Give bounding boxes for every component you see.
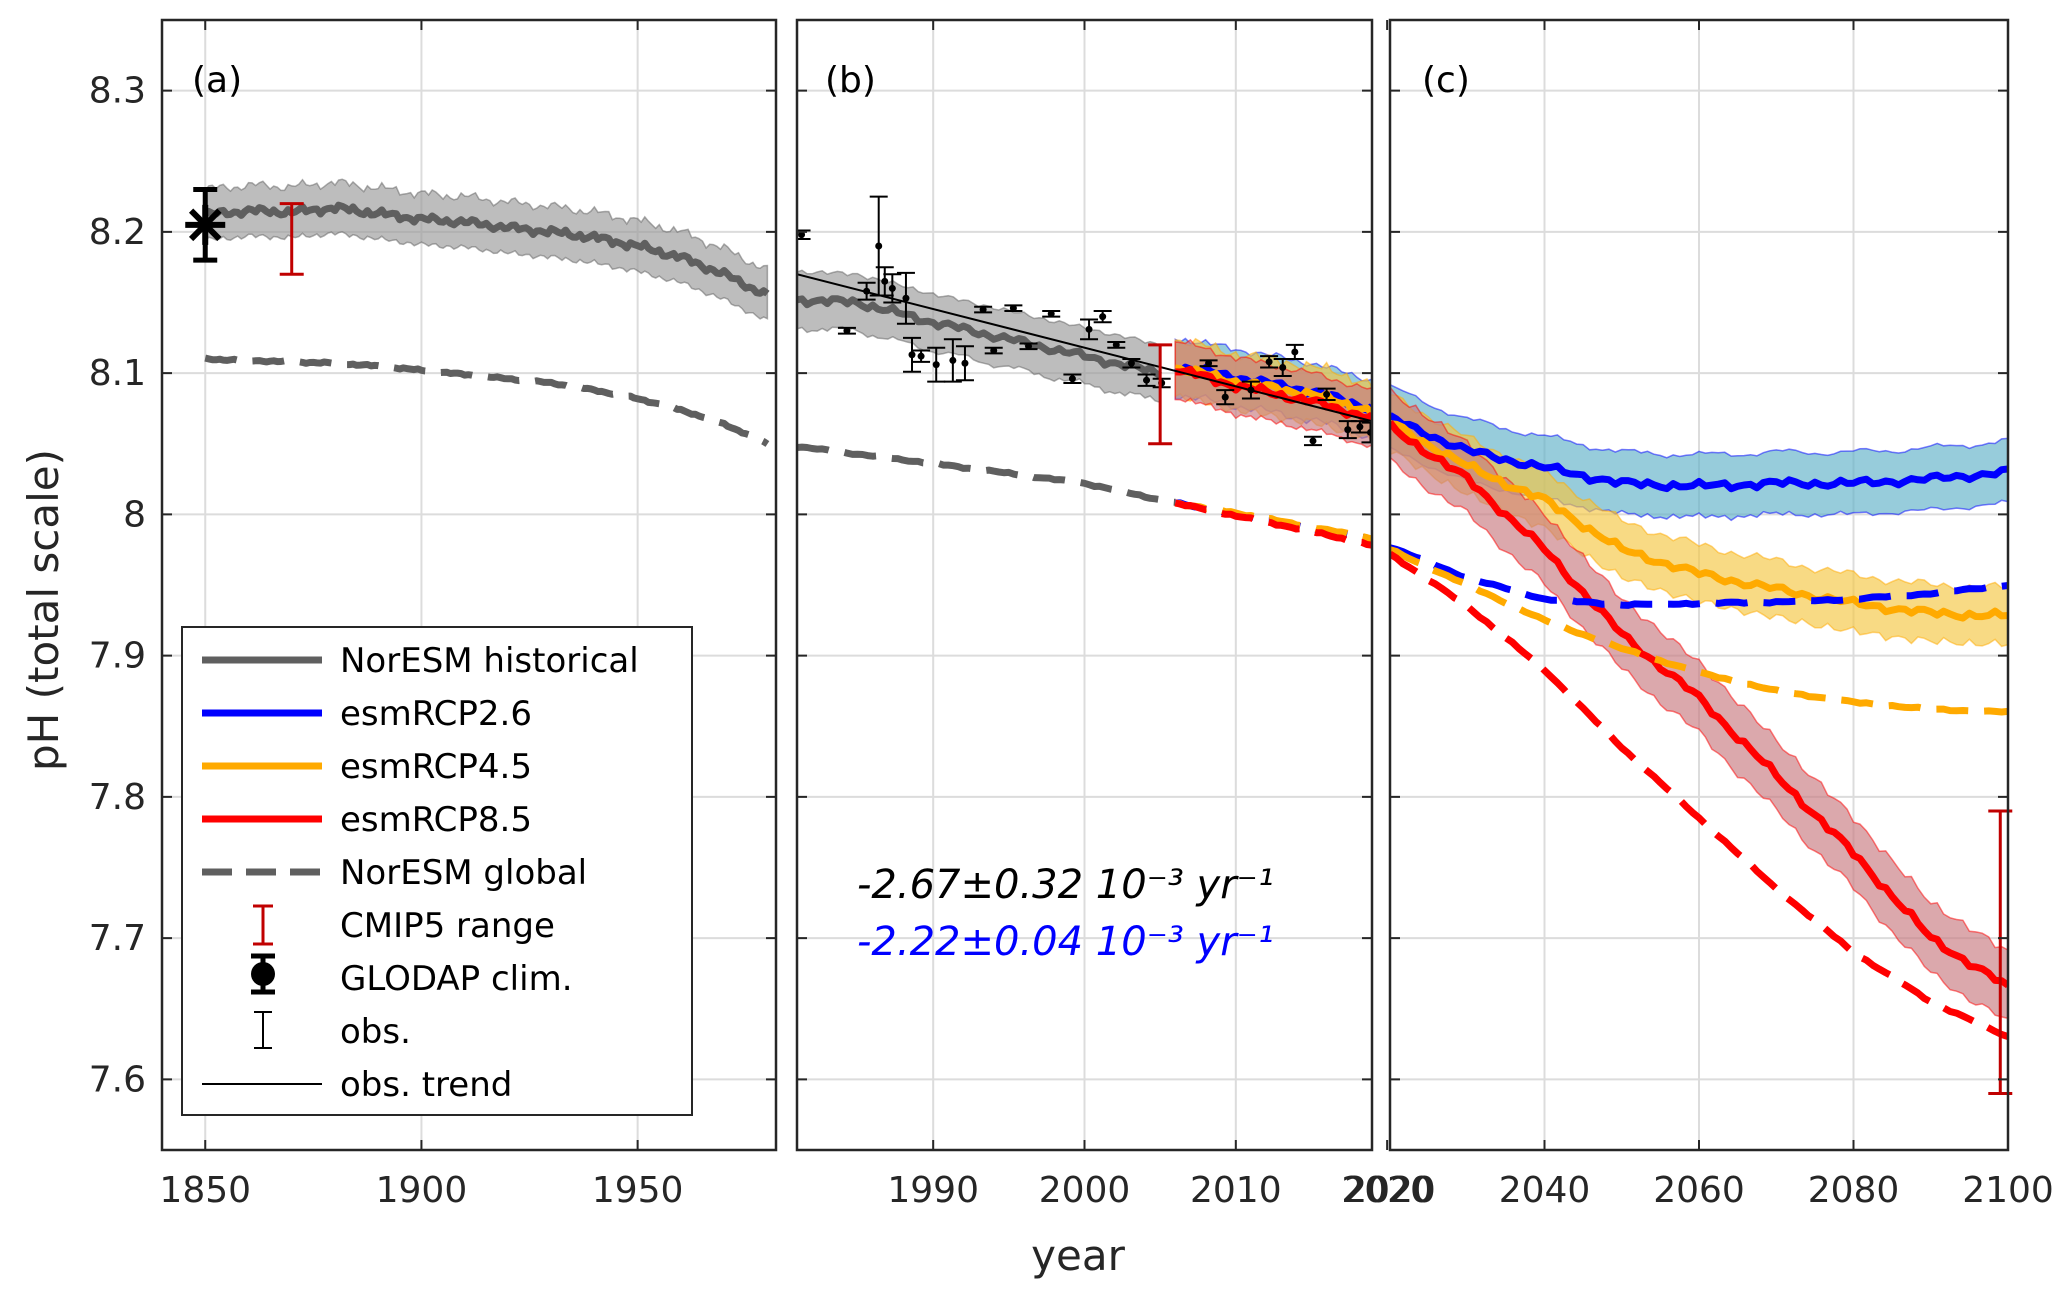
trend-annotation-model: -2.22±0.04 10⁻³ yr⁻¹ (857, 919, 1274, 965)
panel-b-obs-point (1344, 426, 1352, 434)
panel-b-obs-point (1047, 310, 1055, 318)
panel-b-label: (b) (825, 60, 876, 101)
legend-label-trend: obs. trend (340, 1065, 512, 1105)
panel-b-obs-point (1265, 358, 1273, 366)
y-axis-title: pH (total scale) (19, 449, 68, 771)
panel-a-plot-area (202, 178, 770, 447)
panel-c-plot-area (1390, 383, 2008, 1040)
panel-b-obs-point (1205, 359, 1213, 367)
panel-b-obs-point (1221, 393, 1229, 401)
panel-a-glodap-marker (188, 208, 222, 242)
panel-a-x-tick-label: 1950 (592, 1170, 684, 1211)
panel-b-obs-point (1112, 341, 1120, 349)
panel-b-obs-point (949, 356, 957, 364)
panel-a-label: (a) (192, 60, 242, 101)
panel-b-obs-point (1127, 359, 1135, 367)
panel-c-x-tick-label: 2040 (1499, 1170, 1591, 1211)
panel-a-x-tick-label: 1850 (159, 1170, 251, 1211)
panel-b-obs-point (1309, 437, 1317, 445)
panel-b-obs-point (1068, 375, 1076, 383)
legend-label-rcp45: esmRCP4.5 (340, 747, 532, 787)
panel-b-x-tick-label: 2010 (1190, 1170, 1282, 1211)
panel-b-obs-point (1366, 428, 1372, 436)
legend-label-obs: obs. (340, 1012, 411, 1052)
y-tick-label: 7.6 (89, 1059, 146, 1100)
y-tick-label: 8.2 (89, 212, 146, 253)
panel-b-obs-point (908, 351, 916, 359)
legend-label-rcp26: esmRCP2.6 (340, 694, 532, 734)
legend: NorESM historical esmRCP2.6 esmRCP4.5 es… (181, 626, 693, 1116)
legend-label-cmip5: CMIP5 range (340, 906, 555, 946)
panel-c-frame (1388, 18, 2010, 1152)
panel-b-obs-point (990, 347, 998, 355)
panel-b-obs-point (881, 277, 889, 285)
panel-c-series-noresm-global-rcp2-6 (1390, 544, 2008, 609)
panel-a-frame (160, 18, 778, 1152)
panel-a-series-noresm-historical (202, 201, 770, 297)
panel-b-x-tick-label: 2020 (1341, 1170, 1433, 1211)
panel-c-x-tick-label: 2060 (1653, 1170, 1745, 1211)
panel-b-obs-point (1025, 342, 1033, 350)
panel-b-obs-point (1099, 313, 1107, 321)
panel-b-obs-point (1323, 390, 1331, 398)
x-axis-title: year (1031, 1231, 1125, 1280)
panel-b-obs-point (875, 242, 883, 250)
panel-b-series-noresm-global-rcp4-5 (1174, 499, 1372, 543)
legend-label-global: NorESM global (340, 853, 587, 893)
panel-b-obs-point (979, 306, 987, 314)
legend-label-glodap: GLODAP clim. (340, 959, 573, 999)
panel-b-x-tick-label: 1990 (887, 1170, 979, 1211)
panel-b-obs-point (1279, 363, 1287, 371)
panel-b-obs-point (932, 361, 940, 369)
panel-c-series-esmrcp4-5 (1390, 420, 2008, 622)
y-tick-label: 8.1 (89, 353, 146, 394)
panel-b-obs-point (1009, 304, 1017, 312)
y-tick-label: 8 (123, 494, 146, 535)
legend-label-rcp85: esmRCP8.5 (340, 800, 532, 840)
panel-b-series-noresm-global-historical (797, 443, 1176, 506)
panel-c-label: (c) (1422, 60, 1470, 101)
panel-c-series-noresm-global-rcp4-5 (1390, 546, 2008, 716)
panel-a-band-noresm-historical (204, 178, 769, 320)
y-tick-label: 7.8 (89, 777, 146, 818)
panel-b-obs-point (1143, 376, 1151, 384)
panel-c-band-esmrcp4-5 (1390, 394, 2008, 648)
panel-a-x-tick-label: 1900 (376, 1170, 468, 1211)
panel-b-x-tick-label: 2000 (1039, 1170, 1131, 1211)
panel-b-obs-point (1085, 325, 1093, 333)
panel-b-obs-point (1291, 348, 1299, 356)
panel-b-series-esmrcp8-5 (1175, 365, 1372, 422)
panel-b-obs-point (888, 284, 896, 292)
panel-c-series-esmrcp8-5 (1390, 420, 2008, 989)
panel-c-series-noresm-global-rcp8-5 (1390, 551, 2008, 1040)
panel-c-x-tick-label: 2080 (1808, 1170, 1900, 1211)
trend-annotation-obs: -2.67±0.32 10⁻³ yr⁻¹ (857, 862, 1274, 908)
panel-a-series-noresm-global (204, 354, 770, 447)
data-layer (185, 178, 2013, 1095)
panel-b-obs-point (1356, 423, 1364, 431)
y-tick-label: 7.7 (89, 918, 146, 959)
panel-b-frame (795, 18, 1374, 1152)
panel-b-series-noresm-global-rcp8-5 (1174, 499, 1372, 549)
legend-swatch-cmip5 (253, 904, 273, 946)
panel-c-series-esmrcp2-6 (1390, 412, 2008, 493)
panel-b-obs-point (902, 294, 910, 302)
panel-b-obs-trend-line (797, 273, 1372, 423)
legend-swatch-glodap (251, 953, 275, 995)
panel-c-x-tick-label: 2020 (1344, 1170, 1436, 1211)
panel-b-series-noresm-historical (797, 295, 1162, 379)
panel-b-plot-area (797, 195, 1372, 549)
y-tick-label: 8.3 (89, 71, 146, 112)
legend-label-historical: NorESM historical (340, 641, 639, 681)
panel-b-obs-point (843, 327, 851, 335)
frame-layer: 8.3 8.2 8.1 8 7.9 7.8 7.7 7.6 1850 1900 1950 1990 20… (89, 18, 2054, 1211)
y-tick-label: 7.9 (89, 636, 146, 677)
panel-b-obs-point (917, 352, 925, 360)
panel-c-x-tick-label: 2100 (1962, 1170, 2054, 1211)
panel-b-obs-point (961, 359, 969, 367)
panel-b-obs-point (798, 231, 806, 239)
legend-swatch-obs (254, 1011, 272, 1049)
